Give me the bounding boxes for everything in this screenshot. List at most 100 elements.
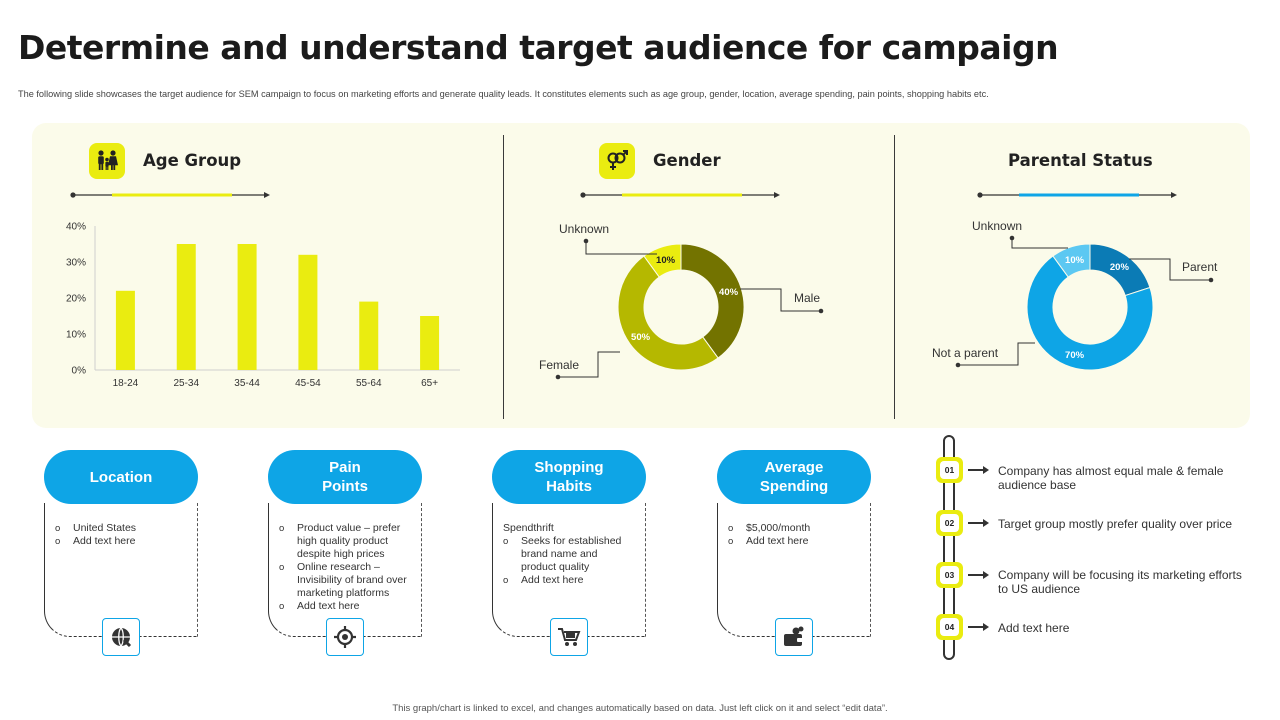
callout-line — [740, 288, 821, 312]
list-item: Product value – prefer high quality prod… — [279, 522, 411, 561]
globe-icon — [102, 618, 140, 656]
slice-value-label: 70% — [1065, 350, 1085, 361]
x-tick-label: 45-54 — [295, 378, 321, 389]
slice-category-label: Female — [539, 358, 579, 372]
gender-symbols-icon — [599, 143, 635, 179]
y-tick-label: 40% — [66, 222, 86, 233]
timeline-node: 04 — [936, 614, 963, 640]
x-tick-label: 18-24 — [113, 378, 139, 389]
callout-dot — [1009, 235, 1015, 241]
arrow-right-icon — [968, 519, 989, 526]
arrow-right-icon — [968, 623, 989, 630]
arrow-right-icon — [968, 571, 989, 578]
bar — [298, 254, 318, 370]
callout-dot — [955, 362, 961, 368]
list-item: Add text here — [503, 574, 635, 587]
y-tick-label: 30% — [66, 258, 86, 269]
card-list: Product value – prefer high quality prod… — [279, 522, 411, 613]
slice-category-label: Male — [794, 291, 820, 305]
card-title: Pain Points — [322, 459, 368, 495]
wallet-money-icon — [775, 618, 813, 656]
section-title-gender: Gender — [653, 151, 721, 170]
card-title-pill: Shopping Habits — [492, 450, 646, 504]
timeline-text: Add text here — [998, 621, 1070, 635]
card-title: Average Spending — [759, 459, 829, 495]
callout-line — [1011, 238, 1068, 249]
card-title: Location — [89, 468, 153, 486]
timeline-node: 02 — [936, 510, 963, 536]
slice-value-label: 20% — [1110, 262, 1130, 273]
list-item: Add text here — [55, 535, 187, 548]
slice-category-label: Parent — [1182, 260, 1218, 274]
divider — [894, 135, 895, 419]
donut-slice — [1026, 255, 1154, 371]
timeline-number: 01 — [940, 461, 959, 479]
donut-slice — [617, 255, 719, 371]
shopping-cart-icon — [550, 618, 588, 656]
list-item: United States — [55, 522, 187, 535]
x-tick-label: 25-34 — [173, 378, 199, 389]
list-item: Seeks for established brand name and pro… — [503, 535, 635, 574]
callout-dot — [583, 238, 589, 244]
page-subtitle: The following slide showcases the target… — [18, 89, 989, 99]
list-item: Spendthrift — [503, 522, 554, 534]
timeline-track — [943, 435, 955, 660]
timeline-node: 03 — [936, 562, 963, 588]
callout-line — [558, 351, 620, 378]
card-list: SpendthriftSeeks for established brand n… — [503, 522, 635, 587]
list-item: $5,000/month — [728, 522, 860, 535]
donut-slice — [680, 243, 745, 359]
target-icon — [326, 618, 364, 656]
age-group-bar-chart: 0% 10% 20% 30% 40% 18-24 25-34 35-44 45-54 55-64 6… — [66, 222, 460, 389]
slice-value-label: 50% — [631, 332, 651, 343]
callout-line — [1129, 258, 1211, 281]
donut-slice — [1052, 243, 1091, 278]
bar — [176, 244, 196, 370]
donut-slice — [643, 243, 682, 278]
callout-line — [958, 342, 1035, 366]
slice-value-label: 40% — [719, 287, 739, 298]
card-title-pill: Pain Points — [268, 450, 422, 504]
y-tick-label: 10% — [66, 330, 86, 341]
slice-category-label: Not a parent — [932, 346, 999, 360]
gender-donut-chart: 40% 50% 10% Male Female Unknown — [539, 222, 824, 380]
timeline-text: Company will be focusing its marketing e… — [998, 568, 1242, 596]
timeline-number: 02 — [940, 514, 959, 532]
bar — [420, 316, 440, 370]
section-title-age: Age Group — [143, 151, 242, 170]
x-tick-label: 55-64 — [356, 378, 382, 389]
card-list: $5,000/monthAdd text here — [728, 522, 860, 548]
callout-dot — [1208, 277, 1214, 283]
family-icon — [89, 143, 125, 179]
timeline-text: Target group mostly prefer quality over … — [998, 517, 1233, 531]
callout-dot — [818, 308, 824, 314]
slice-category-label: Unknown — [559, 222, 609, 236]
header-line-gender — [580, 192, 780, 198]
list-item: Online research – Invisibility of brand … — [279, 561, 411, 600]
timeline-number: 03 — [940, 566, 959, 584]
x-tick-label: 65+ — [421, 378, 438, 389]
parental-donut-chart: 20% 70% 10% Parent Not a parent Unknown — [932, 219, 1218, 371]
timeline-node: 01 — [936, 457, 963, 483]
bar — [115, 290, 135, 370]
header-line-age — [70, 192, 270, 198]
arrow-right-icon — [968, 466, 989, 473]
card-list: United StatesAdd text here — [55, 522, 187, 548]
bar — [359, 301, 379, 370]
y-tick-label: 0% — [72, 366, 87, 377]
callout-dot — [555, 374, 561, 380]
section-title-parental: Parental Status — [1008, 151, 1153, 170]
card-title: Shopping Habits — [534, 459, 604, 495]
slice-value-label: 10% — [656, 255, 676, 266]
list-item: Add text here — [728, 535, 860, 548]
list-item: Add text here — [279, 600, 411, 613]
y-tick-label: 20% — [66, 294, 86, 305]
bar — [237, 244, 257, 370]
slice-value-label: 10% — [1065, 255, 1085, 266]
page-title: Determine and understand target audience… — [18, 28, 1059, 67]
timeline-number: 04 — [940, 618, 959, 636]
footer-note: This graph/chart is linked to excel, and… — [392, 703, 888, 714]
timeline-text: Company has almost equal male & female a… — [998, 464, 1224, 492]
header-line-parental — [977, 192, 1177, 198]
